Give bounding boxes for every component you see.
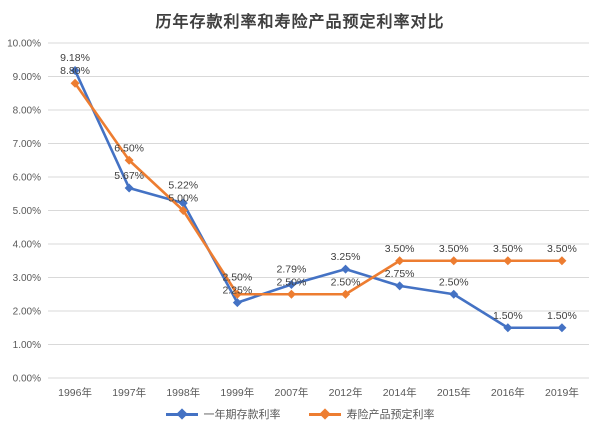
y-tick-label: 8.00% [13, 106, 41, 117]
deposit-rate-marker [232, 298, 242, 308]
y-tick-label: 6.00% [13, 173, 41, 184]
deposit-rate-data-label: 9.18% [60, 52, 90, 64]
deposit-rate-legend-marker-icon [165, 412, 198, 416]
deposit-rate-data-label: 3.25% [331, 251, 361, 263]
x-tick-label: 1998年 [166, 386, 200, 399]
insurance-rate-marker [70, 78, 80, 88]
deposit-rate-marker [449, 289, 459, 299]
insurance-rate-data-label: 8.80% [60, 65, 90, 77]
deposit-rate-data-label: 5.22% [168, 180, 198, 192]
insurance-rate-data-label: 3.50% [385, 243, 415, 255]
y-tick-label: 3.00% [13, 273, 41, 284]
x-tick-label: 2019年 [545, 386, 579, 399]
deposit-rate-data-label: 2.25% [222, 285, 252, 297]
insurance-rate-marker [178, 206, 188, 215]
insurance-rate-data-label: 3.50% [493, 243, 523, 255]
deposit-rate-data-label: 1.50% [493, 310, 523, 322]
insurance-rate-line [73, 81, 564, 296]
deposit-rate-data-label: 2.50% [439, 276, 469, 288]
y-tick-label: 5.00% [13, 206, 41, 217]
y-tick-label: 7.00% [13, 139, 41, 150]
y-tick-label: 10.00% [7, 39, 41, 50]
x-tick-label: 2007年 [275, 386, 309, 399]
deposit-rate-marker [557, 323, 567, 333]
insurance-rate-data-label: 2.50% [331, 276, 361, 288]
y-tick-label: 9.00% [13, 72, 41, 83]
deposit-rate-marker [395, 281, 405, 291]
legend-item-insurance-rate: 寿险产品预定利率 [308, 406, 435, 422]
insurance-rate-marker [557, 256, 567, 266]
y-tick-label: 4.00% [13, 240, 41, 251]
deposit-rate-line [73, 69, 564, 330]
insurance-rate-marker [503, 256, 513, 266]
x-tick-label: 1997年 [112, 386, 146, 399]
insurance-rate-marker [395, 256, 405, 266]
insurance-rate-marker [286, 289, 296, 299]
deposit-rate-data-label: 1.50% [547, 310, 577, 322]
deposit-rate-marker [503, 323, 513, 333]
y-tick-label: 0.00% [13, 374, 41, 385]
x-tick-label: 1999年 [220, 386, 254, 399]
x-tick-label: 2016年 [491, 386, 525, 399]
insurance-rate-data-label: 2.50% [277, 276, 307, 288]
insurance-rate-marker [232, 289, 242, 299]
insurance-rate-data-label: 3.50% [439, 243, 469, 255]
insurance-rate-data-label: 6.50% [114, 142, 144, 154]
x-tick-label: 2012年 [329, 386, 363, 399]
legend-item-deposit-rate: 一年期存款利率 [165, 406, 281, 422]
deposit-rate-data-label: 2.79% [277, 263, 307, 275]
chart-title: 历年存款利率和寿险产品预定利率对比 [155, 14, 445, 31]
y-tick-label: 1.00% [13, 340, 41, 351]
insurance-rate-marker [124, 155, 134, 165]
insurance-rate-data-label: 5.00% [168, 193, 198, 205]
insurance-rate-marker [341, 289, 351, 299]
deposit-rate-data-label: 5.67% [114, 170, 144, 182]
insurance-rate-legend-marker-icon [308, 412, 341, 416]
deposit-rate-marker [178, 198, 188, 208]
x-tick-label: 2014年 [383, 386, 417, 399]
x-tick-label: 2015年 [437, 386, 471, 399]
deposit-rate-marker [286, 280, 296, 290]
deposit-rate-marker [341, 264, 351, 274]
deposit-rate-data-label: 2.75% [385, 268, 415, 280]
insurance-rate-data-label: 2.50% [222, 272, 252, 284]
y-tick-label: 2.00% [13, 307, 41, 318]
legend-label-insurance-rate: 寿险产品预定利率 [346, 409, 435, 421]
legend-label-deposit-rate: 一年期存款利率 [203, 409, 281, 421]
x-tick-label: 1996年 [58, 386, 92, 399]
deposit-rate-marker [70, 65, 80, 75]
chart-legend: 一年期存款利率 寿险产品预定利率 [0, 406, 600, 422]
insurance-rate-data-label: 3.50% [547, 243, 577, 255]
deposit-rate-marker [124, 183, 134, 193]
insurance-rate-marker [449, 256, 459, 266]
